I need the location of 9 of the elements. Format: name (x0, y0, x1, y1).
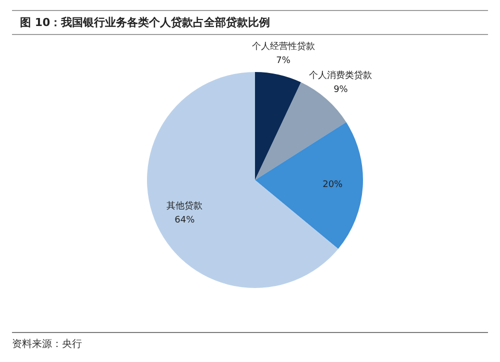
data-label: 20% (322, 180, 344, 190)
data-label: 7% (276, 56, 291, 66)
slice-label: 其他贷款 (166, 200, 203, 212)
slice-label: 个人消费类贷款 (309, 70, 372, 82)
slice-label: 个人经营性贷款 (252, 40, 315, 52)
chart-title: 图 10：我国银行业务各类个人贷款占全部贷款比例 (12, 10, 488, 35)
data-label: 9% (334, 85, 348, 96)
data-label: 64% (174, 215, 196, 226)
text: 资料来源：央行 (12, 332, 488, 351)
